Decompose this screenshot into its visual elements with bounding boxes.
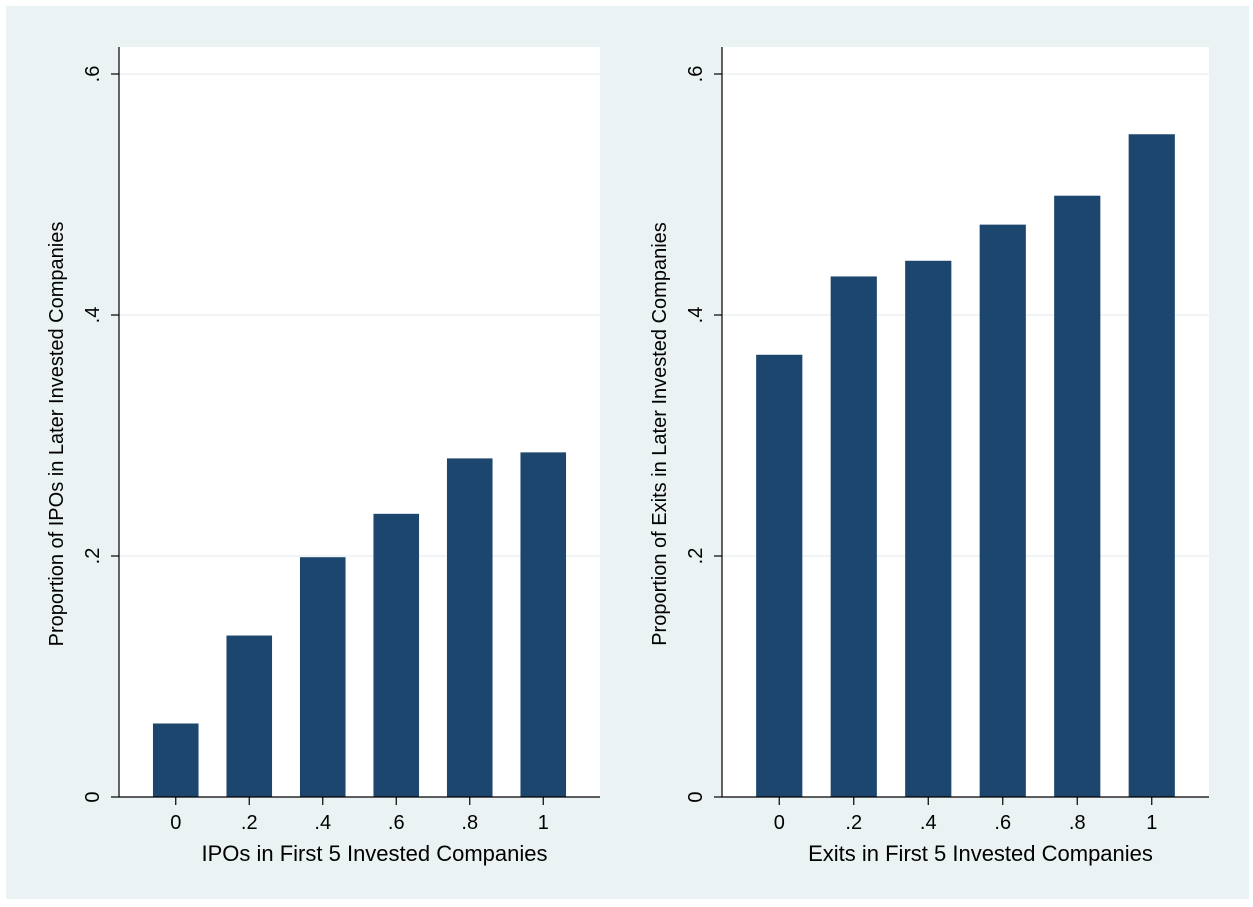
y-ticks: 0 .2 .4 .6 [685, 66, 722, 803]
y-tick-label: .2 [82, 548, 104, 565]
plot-area [119, 47, 600, 797]
bar-5 [1128, 134, 1175, 797]
gridlines [119, 73, 600, 557]
x-tick-label: .6 [388, 812, 405, 834]
bar-charts-panel: 0 .2 .4 .6 0 .2 .4 .6 .8 1 Proportion of IPOs in… [46, 47, 1209, 866]
y-tick-label: .2 [685, 548, 707, 565]
gridlines [722, 73, 1209, 557]
bar-0 [756, 354, 803, 797]
bar-2 [905, 260, 952, 797]
x-tick-label: 0 [170, 812, 181, 834]
y-tick-label: 0 [82, 791, 104, 802]
bar-3 [979, 224, 1026, 797]
y-tick-label: 0 [685, 791, 707, 802]
x-tick-label: .2 [845, 812, 862, 834]
figure: 0 .2 .4 .6 0 .2 .4 .6 .8 1 Proportion of IPOs in… [6, 6, 1249, 899]
y-axis-label: Proportion of Exits in Later Invested Co… [649, 222, 671, 646]
bars [152, 452, 567, 797]
y-ticks: 0 .2 .4 .6 [82, 66, 119, 803]
x-ticks: 0 .2 .4 .6 .8 1 [774, 797, 1157, 834]
x-tick-label: .4 [314, 812, 331, 834]
y-tick-label: .6 [82, 66, 104, 83]
bar-4 [1054, 195, 1101, 797]
y-axis-label: Proportion of IPOs in Later Invested Com… [46, 222, 68, 647]
bar-1 [830, 276, 877, 797]
bars [756, 134, 1175, 797]
bar-5 [520, 452, 567, 797]
bar-2 [299, 557, 346, 797]
bar-1 [226, 635, 273, 797]
x-ticks: 0 .2 .4 .6 .8 1 [170, 797, 549, 834]
y-tick-label: .4 [685, 307, 707, 324]
x-tick-label: .2 [241, 812, 258, 834]
x-tick-label: 0 [774, 812, 785, 834]
bar-0 [152, 723, 199, 797]
x-axis-label: IPOs in First 5 Invested Companies [201, 841, 547, 866]
bar-4 [446, 458, 493, 797]
y-tick-label: .6 [685, 66, 707, 83]
plot-area [722, 47, 1209, 797]
x-tick-label: 1 [1146, 812, 1157, 834]
x-tick-label: .6 [994, 812, 1011, 834]
x-tick-label: .8 [461, 812, 478, 834]
exits-chart: 0 .2 .4 .6 0 .2 .4 .6 .8 1 Proportion of Exits i… [649, 47, 1209, 866]
x-tick-label: .8 [1069, 812, 1086, 834]
ipo-chart: 0 .2 .4 .6 0 .2 .4 .6 .8 1 Proportion of IPOs in… [46, 47, 600, 866]
x-tick-label: 1 [538, 812, 549, 834]
bar-3 [373, 513, 420, 797]
x-tick-label: .4 [920, 812, 937, 834]
y-tick-label: .4 [82, 307, 104, 324]
x-axis-label: Exits in First 5 Invested Companies [808, 841, 1153, 866]
